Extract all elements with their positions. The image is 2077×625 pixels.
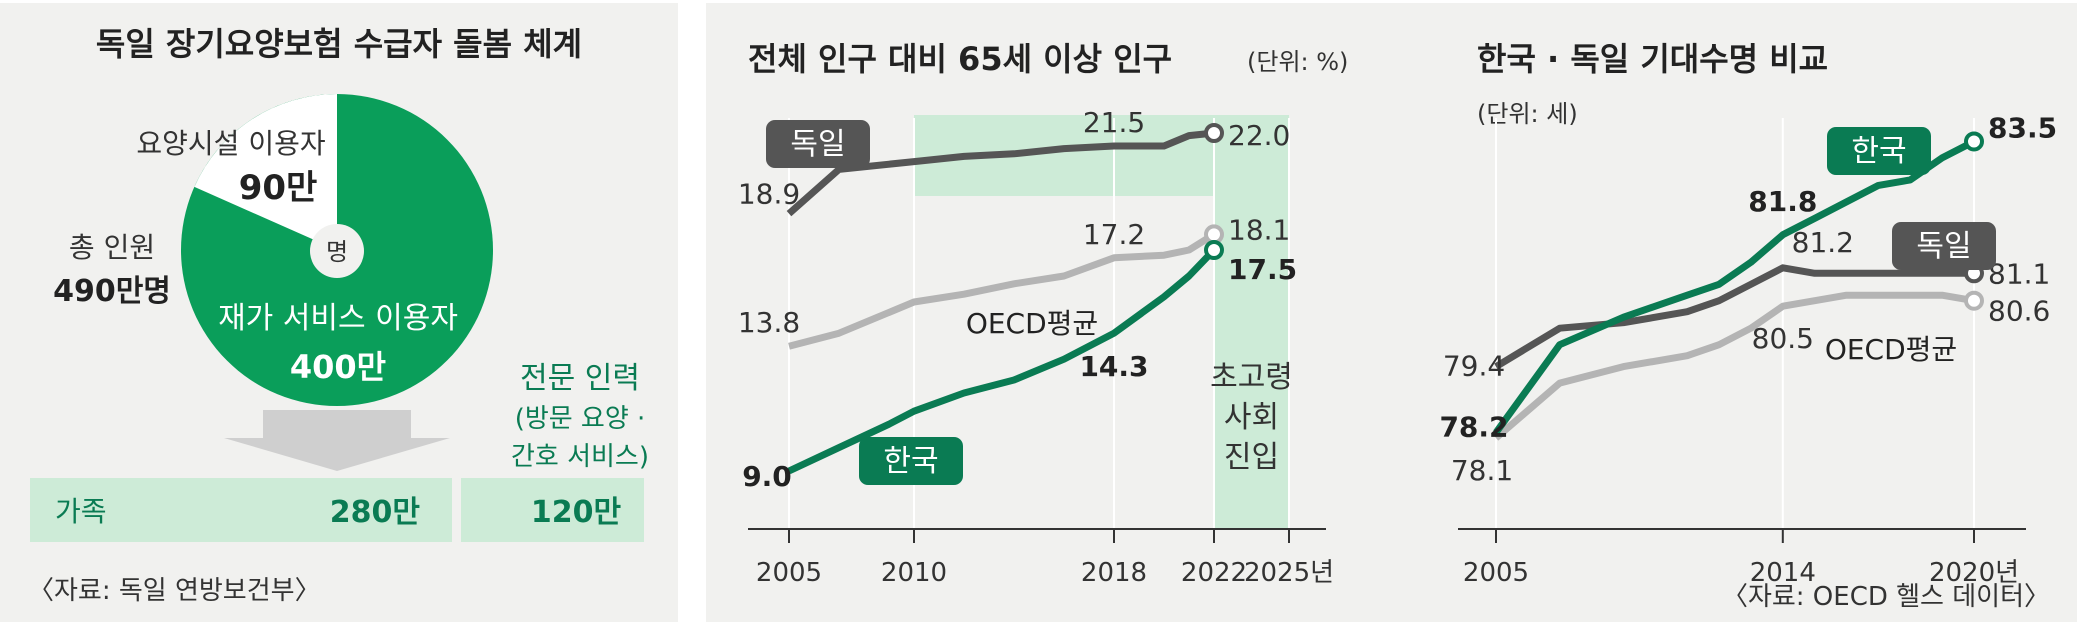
- aging-data-label: 18.1: [1228, 213, 1290, 246]
- life-legend-germany-box: [1892, 222, 1996, 270]
- life-tick-label: 2020년: [1929, 558, 2019, 588]
- care-system-panel: 독일 장기요양보험 수급자 돌봄 체계 명 요양시설 이용자 90만 총 인원 …: [0, 3, 678, 622]
- care-system-chart: 독일 장기요양보험 수급자 돌봄 체계 명 요양시설 이용자 90만 총 인원 …: [28, 25, 649, 606]
- life-source: 〈자료: OECD 헬스 데이터〉: [1722, 582, 2050, 612]
- life-data-label: 81.2: [1792, 226, 1854, 259]
- care-source: 〈자료: 독일 연방보건부〉: [28, 576, 321, 606]
- life-data-label: 78.1: [1451, 454, 1513, 487]
- aging-tick-label: 2010: [881, 558, 947, 588]
- aging-tick-label: 2018: [1081, 558, 1147, 588]
- life-data-label: 83.5: [1988, 111, 2057, 144]
- life-tick-label: 2005: [1463, 558, 1529, 588]
- life-data-marks: 79.4 78.2 78.1 81.8 81.2 80.5 83.5 81.1 80.6: [1439, 111, 2057, 487]
- life-end-marker-oecd: [1964, 290, 1984, 311]
- aging-korea-line: [787, 247, 1217, 475]
- life-legend-oecd: OECD평균: [1825, 333, 1957, 366]
- shade-label-line3: 진입: [1224, 440, 1279, 475]
- family-bar: [30, 478, 452, 542]
- line-charts-panel: 전체 인구 대비 65세 이상 인구 (단위: %) 초고령 사회 진입 18.…: [706, 3, 2077, 622]
- line-charts: 전체 인구 대비 65세 이상 인구 (단위: %) 초고령 사회 진입 18.…: [738, 40, 2057, 612]
- life-data-label: 80.6: [1988, 295, 2050, 328]
- aging-data-label: 9.0: [742, 460, 792, 493]
- life-data-label: 80.5: [1752, 322, 1814, 355]
- pro-title: 전문 인력: [520, 361, 640, 396]
- aging-data-label: 18.9: [738, 178, 800, 211]
- pro-line2: (방문 요양 ·: [515, 404, 646, 434]
- life-gridlines: [1495, 118, 1975, 543]
- family-value: 280만: [330, 495, 421, 530]
- pro-line3: 간호 서비스): [511, 442, 649, 472]
- aging-data-label: 17.2: [1083, 218, 1145, 251]
- life-title: 한국 · 독일 기대수명 비교: [1477, 40, 1828, 78]
- care-title: 독일 장기요양보험 수급자 돌봄 체계: [96, 25, 582, 63]
- pie-facility-slice: [194, 94, 337, 250]
- life-oecd-line: [1493, 291, 1975, 441]
- life-x-ticks: 2005 2014 2020년: [1463, 558, 2019, 588]
- pro-bar: [461, 478, 644, 542]
- aging-end-marker-germany: [1204, 123, 1224, 143]
- down-arrow-icon: [224, 410, 450, 471]
- aging-tick-label: 2025년: [1244, 558, 1334, 588]
- aging-data-label: 22.0: [1228, 119, 1290, 152]
- aging-tick-label: 2022: [1181, 558, 1247, 588]
- aging-legend-korea: 한국: [883, 444, 938, 479]
- life-unit: (단위: 세): [1477, 100, 1578, 128]
- family-label: 가족: [55, 495, 107, 528]
- aging-data-label: 13.8: [738, 306, 800, 339]
- life-legend-germany: 독일: [1916, 229, 1971, 264]
- life-tick-label: 2014: [1750, 558, 1816, 588]
- aging-end-marker-korea: [1204, 240, 1224, 260]
- pie-center-hole: [310, 224, 364, 278]
- aging-oecd-line: [788, 231, 1216, 350]
- life-legend-korea: 한국: [1851, 134, 1906, 169]
- life-korea-line: [1493, 138, 1976, 435]
- aging-data-marks: 18.9 21.5 22.0 13.8 17.2 18.1 9.0 14.3 17.5: [738, 106, 1297, 493]
- aging-data-label: 17.5: [1228, 253, 1297, 286]
- aging-data-label: 14.3: [1079, 350, 1148, 383]
- aging-legend-oecd: OECD평균: [966, 307, 1098, 340]
- shade-label-line2: 사회: [1224, 400, 1279, 435]
- life-data-label: 81.8: [1748, 185, 1817, 218]
- aging-legend-germany-box: [766, 120, 870, 168]
- aging-legend-korea-box: [859, 437, 963, 485]
- aging-unit: (단위: %): [1247, 48, 1348, 76]
- life-data-label: 81.1: [1988, 257, 2050, 290]
- shade-label-line1: 초고령: [1210, 360, 1293, 395]
- aging-title: 전체 인구 대비 65세 이상 인구: [748, 40, 1172, 78]
- life-legend-korea-box: [1827, 127, 1931, 175]
- pro-value: 120만: [531, 495, 622, 530]
- pie-center-unit: 명: [326, 238, 348, 266]
- aging-tick-label: 2005: [756, 558, 822, 588]
- facility-label: 요양시설 이용자: [136, 127, 325, 160]
- facility-value: 90만: [239, 168, 318, 208]
- aging-legend-germany: 독일: [790, 127, 845, 162]
- aging-data-label: 21.5: [1083, 106, 1145, 139]
- aging-germany-line: [786, 129, 1215, 217]
- aging-shade-future: [1214, 115, 1289, 529]
- life-data-label: 78.2: [1439, 411, 1508, 444]
- life-data-label: 79.4: [1443, 350, 1505, 383]
- aging-gridlines: [788, 118, 1290, 543]
- home-value: 400만: [290, 348, 386, 386]
- life-germany-line: [1494, 264, 1974, 370]
- total-label: 총 인원: [69, 231, 155, 264]
- total-value: 490만명: [53, 274, 171, 309]
- home-label: 재가 서비스 이용자: [218, 301, 458, 336]
- life-end-marker-korea: [1964, 131, 1984, 152]
